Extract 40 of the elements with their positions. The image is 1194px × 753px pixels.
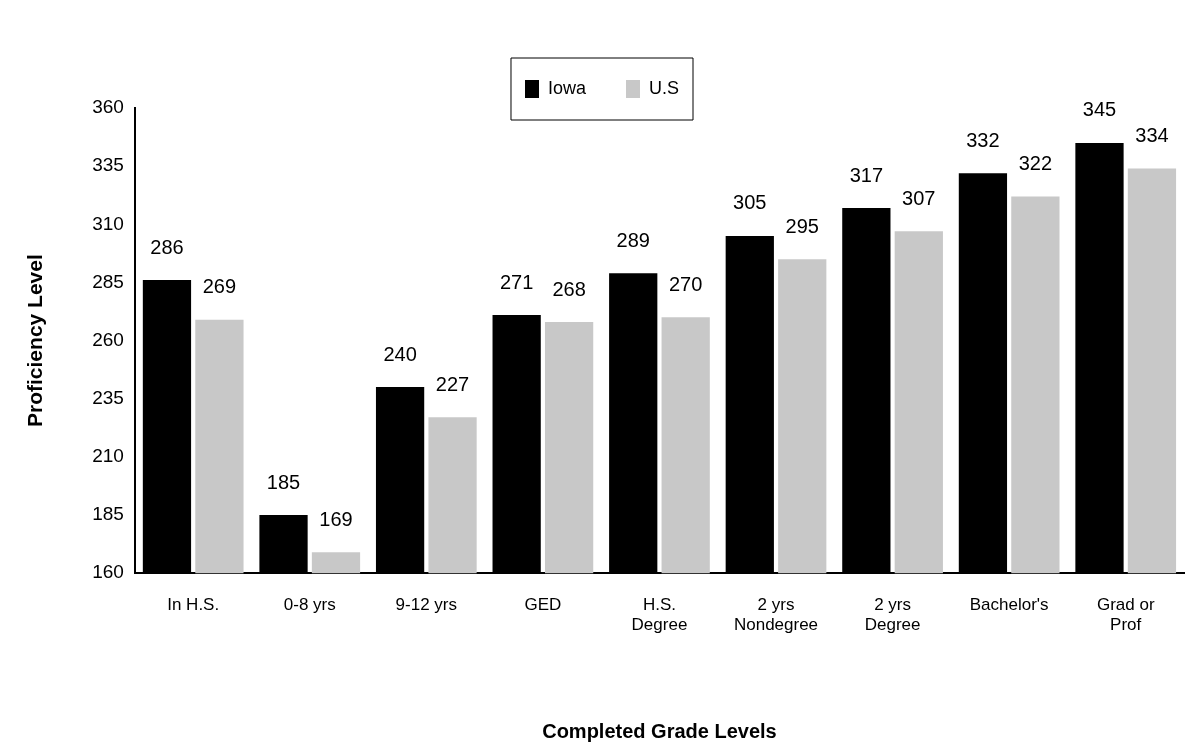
x-tick-label: Bachelor's: [969, 595, 1049, 615]
x-tick-label: 0-8 yrs: [283, 595, 336, 615]
y-tick-label: 185: [92, 503, 124, 525]
y-tick-label: 310: [92, 212, 124, 234]
y-tick-label: 210: [92, 445, 124, 467]
data-label: 271: [499, 270, 534, 293]
data-label: 334: [1135, 123, 1169, 146]
y-axis-title: Proficiency Level: [23, 254, 47, 427]
data-label: 305: [733, 191, 767, 214]
x-tick-label: 2 yrs Nondegree: [733, 595, 819, 635]
data-label: 307: [902, 186, 936, 209]
data-label: 289: [616, 228, 650, 251]
data-label: 286: [150, 235, 184, 258]
y-tick-label: 160: [92, 561, 124, 583]
data-label: 295: [785, 214, 819, 237]
data-label: 240: [383, 342, 417, 365]
data-label: 332: [966, 128, 1000, 151]
x-tick-label: In H.S.: [167, 595, 220, 615]
x-tick-label: 2 yrs Degree: [864, 595, 921, 635]
x-tick-label: 9-12 yrs: [395, 595, 458, 615]
x-tick-label: H.S. Degree: [631, 595, 688, 635]
y-tick-label: 335: [92, 154, 124, 176]
y-tick-label: 285: [92, 270, 124, 292]
data-label: 345: [1082, 98, 1117, 121]
data-label: 227: [435, 372, 470, 395]
data-label: 268: [552, 277, 586, 300]
y-tick-label: 235: [92, 386, 124, 408]
data-label: 270: [668, 272, 703, 295]
data-label: 269: [202, 275, 237, 298]
data-label: 317: [849, 163, 884, 186]
y-tick-label: 260: [92, 328, 124, 350]
data-label: 322: [1018, 151, 1053, 174]
x-tick-label: GED: [524, 595, 562, 615]
x-tick-label: Grad or Prof: [1096, 595, 1155, 635]
x-axis-title: Completed Grade Levels: [542, 719, 777, 742]
legend-label: U.S: [649, 77, 680, 98]
legend-label: Iowa: [547, 77, 587, 98]
data-label: 185: [266, 470, 301, 493]
y-tick-label: 360: [92, 96, 124, 118]
data-label: 169: [319, 507, 353, 530]
